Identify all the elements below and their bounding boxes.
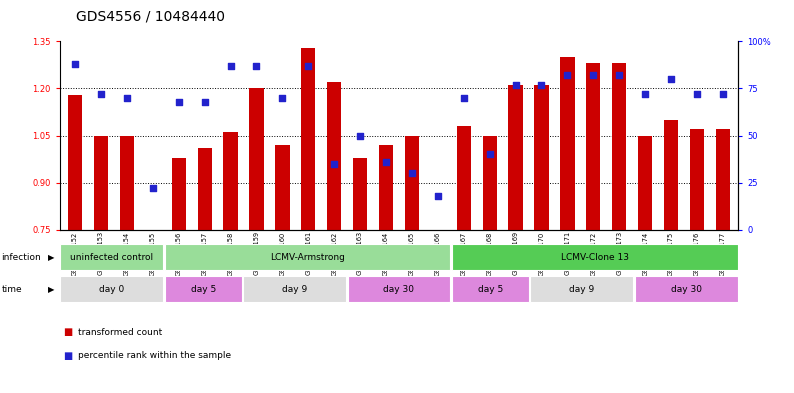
Bar bbox=[94, 136, 108, 230]
Point bbox=[431, 193, 444, 199]
Text: day 9: day 9 bbox=[569, 285, 595, 294]
Bar bbox=[561, 57, 575, 230]
Text: time: time bbox=[2, 285, 22, 294]
Point bbox=[665, 76, 677, 82]
Bar bbox=[508, 85, 522, 230]
Text: day 5: day 5 bbox=[478, 285, 503, 294]
Point bbox=[406, 170, 418, 176]
Point bbox=[302, 62, 314, 69]
Bar bbox=[379, 145, 393, 230]
Text: day 30: day 30 bbox=[384, 285, 414, 294]
Point bbox=[691, 91, 703, 97]
Bar bbox=[60, 244, 164, 270]
Bar bbox=[638, 136, 652, 230]
Bar bbox=[172, 158, 186, 230]
Bar bbox=[664, 120, 678, 230]
Bar bbox=[405, 136, 419, 230]
Bar bbox=[243, 276, 346, 302]
Bar bbox=[68, 95, 83, 230]
Bar bbox=[223, 132, 237, 230]
Bar bbox=[612, 63, 626, 230]
Bar bbox=[301, 48, 315, 230]
Text: day 5: day 5 bbox=[191, 285, 216, 294]
Bar bbox=[327, 82, 341, 230]
Point bbox=[276, 95, 289, 101]
Text: LCMV-Clone 13: LCMV-Clone 13 bbox=[561, 253, 629, 261]
Text: LCMV-Armstrong: LCMV-Armstrong bbox=[270, 253, 345, 261]
Text: GDS4556 / 10484440: GDS4556 / 10484440 bbox=[76, 10, 225, 24]
Text: transformed count: transformed count bbox=[78, 328, 162, 336]
Text: ▶: ▶ bbox=[48, 253, 54, 261]
Text: ▶: ▶ bbox=[48, 285, 54, 294]
Bar bbox=[530, 276, 633, 302]
Point bbox=[484, 151, 496, 158]
Point bbox=[224, 62, 237, 69]
Bar bbox=[120, 136, 134, 230]
Point bbox=[328, 161, 341, 167]
Bar bbox=[534, 85, 549, 230]
Bar bbox=[634, 276, 738, 302]
Point bbox=[509, 81, 522, 88]
Point bbox=[380, 159, 392, 165]
Point bbox=[121, 95, 133, 101]
Bar bbox=[165, 276, 241, 302]
Bar bbox=[249, 88, 264, 230]
Point bbox=[250, 62, 263, 69]
Point bbox=[613, 72, 626, 78]
Bar bbox=[457, 126, 471, 230]
Bar bbox=[452, 276, 529, 302]
Text: uninfected control: uninfected control bbox=[70, 253, 153, 261]
Point bbox=[354, 132, 367, 139]
Bar bbox=[690, 129, 704, 230]
Point bbox=[561, 72, 574, 78]
Point bbox=[146, 185, 159, 191]
Point bbox=[587, 72, 599, 78]
Bar bbox=[165, 244, 450, 270]
Point bbox=[198, 99, 211, 105]
Text: ■: ■ bbox=[64, 327, 73, 337]
Point bbox=[94, 91, 107, 97]
Point bbox=[716, 91, 729, 97]
Point bbox=[639, 91, 652, 97]
Text: infection: infection bbox=[2, 253, 41, 261]
Point bbox=[172, 99, 185, 105]
Bar bbox=[60, 276, 164, 302]
Bar bbox=[276, 145, 290, 230]
Bar bbox=[348, 276, 450, 302]
Bar bbox=[586, 63, 600, 230]
Text: percentile rank within the sample: percentile rank within the sample bbox=[78, 351, 231, 360]
Point bbox=[535, 81, 548, 88]
Bar bbox=[452, 244, 738, 270]
Point bbox=[457, 95, 470, 101]
Text: day 9: day 9 bbox=[282, 285, 307, 294]
Point bbox=[69, 61, 82, 67]
Text: ■: ■ bbox=[64, 351, 73, 361]
Bar bbox=[353, 158, 368, 230]
Text: day 0: day 0 bbox=[99, 285, 125, 294]
Text: day 30: day 30 bbox=[671, 285, 702, 294]
Bar bbox=[483, 136, 497, 230]
Bar bbox=[715, 129, 730, 230]
Bar bbox=[198, 148, 212, 230]
